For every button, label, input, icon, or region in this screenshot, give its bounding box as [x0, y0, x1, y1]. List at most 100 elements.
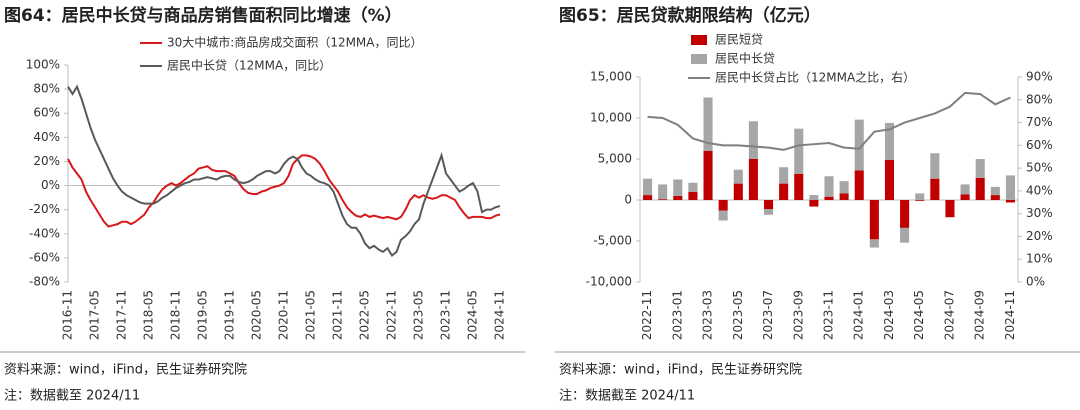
bar	[915, 200, 925, 201]
bar	[930, 153, 940, 179]
x-tick-label: 2024-05	[466, 290, 480, 340]
bar	[748, 159, 758, 200]
y2-tick-label: 40%	[1026, 183, 1053, 197]
bar	[960, 184, 970, 195]
bar	[658, 199, 668, 200]
x-tick-label: 2019-11	[223, 290, 237, 340]
bar	[763, 200, 774, 210]
bar	[1005, 175, 1015, 200]
x-tick-label: 2024-07	[942, 290, 956, 340]
bar	[869, 239, 879, 248]
x-tick-label: 2023-11	[822, 290, 836, 340]
bar	[794, 128, 804, 174]
x-tick-label: 2023-03	[701, 290, 715, 340]
y-tick-label: -80%	[29, 275, 60, 289]
bar	[733, 169, 743, 184]
date-note: 注：数据截至 2024/11	[559, 389, 695, 404]
y-tick-label: 60%	[33, 106, 60, 120]
y-tick-label: 10,000	[590, 111, 632, 125]
bar	[960, 194, 970, 200]
x-tick-label: 2024-09	[973, 290, 987, 340]
x-tick-label: 2021-11	[331, 290, 345, 340]
x-tick-label: 2022-11	[385, 290, 399, 340]
y-tick-label: 40%	[33, 130, 60, 144]
y2-tick-label: 30%	[1026, 206, 1053, 220]
bar	[839, 181, 849, 194]
bar	[748, 121, 758, 159]
x-tick-label: 2024-03	[882, 290, 896, 340]
y-tick-label: 100%	[26, 58, 60, 72]
y-tick-label: -10,000	[586, 275, 632, 289]
bar	[763, 209, 774, 215]
bar	[915, 193, 925, 200]
legend-swatch	[691, 54, 707, 64]
y2-tick-label: 20%	[1026, 229, 1053, 243]
bar	[824, 176, 834, 197]
chart-title: 图65：居民贷款期限结构（亿元）	[559, 5, 821, 26]
x-tick-label: 2023-05	[731, 290, 745, 340]
y-tick-label: 5,000	[598, 152, 632, 166]
legend-label: 30大中城市:商品房成交面积（12MMA，同比）	[167, 35, 423, 50]
y-tick-label: 0	[624, 193, 632, 207]
x-tick-label: 2024-01	[852, 290, 866, 340]
bar	[869, 200, 879, 240]
y2-tick-label: 10%	[1026, 252, 1053, 266]
y-tick-label: -20%	[29, 202, 60, 216]
bar	[779, 167, 789, 184]
bar	[884, 159, 895, 200]
bar	[884, 122, 895, 160]
x-tick-label: 2023-09	[791, 290, 805, 340]
bar	[839, 193, 849, 200]
x-tick-label: 2016-11	[61, 290, 75, 340]
bar	[673, 179, 683, 196]
bar	[824, 196, 834, 200]
legend-label: 居民中长贷	[715, 51, 775, 66]
bar	[658, 184, 668, 200]
bar	[733, 183, 743, 200]
series-line	[67, 154, 501, 228]
x-tick-label: 2023-01	[670, 290, 684, 340]
x-tick-label: 2021-05	[304, 290, 318, 340]
date-note: 注：数据截至 2024/11	[4, 389, 140, 404]
bar	[900, 200, 910, 228]
x-tick-label: 2023-05	[412, 290, 426, 340]
bar	[703, 150, 713, 200]
x-tick-label: 2020-05	[250, 290, 264, 340]
y-tick-label: -60%	[29, 250, 60, 264]
x-tick-label: 2022-11	[640, 290, 654, 340]
bar	[688, 191, 698, 200]
y2-tick-label: 60%	[1026, 138, 1053, 152]
y2-tick-label: 70%	[1026, 115, 1053, 129]
bar	[854, 119, 864, 171]
y-tick-label: 80%	[33, 82, 60, 96]
x-tick-label: 2022-05	[358, 290, 372, 340]
bar	[975, 159, 985, 178]
series-line	[67, 84, 501, 257]
legend-label: 居民短贷	[715, 33, 763, 47]
bar	[779, 183, 789, 200]
x-tick-label: 2018-05	[142, 290, 156, 340]
bar	[990, 186, 1000, 196]
bar	[809, 200, 819, 207]
x-tick-label: 2023-07	[761, 290, 775, 340]
bar	[900, 227, 910, 243]
x-tick-label: 2024-11	[1003, 290, 1017, 340]
y-tick-label: 20%	[33, 154, 60, 168]
bar	[703, 97, 713, 151]
bar	[794, 173, 804, 200]
bar	[1005, 200, 1015, 203]
x-tick-label: 2023-11	[439, 290, 453, 340]
x-tick-label: 2017-05	[88, 290, 102, 340]
series-line	[647, 91, 1011, 151]
y2-tick-label: 0%	[1026, 275, 1045, 289]
bar	[688, 182, 698, 192]
legend-label: 居民中长贷（12MMA，同比）	[167, 58, 331, 73]
legend-label: 居民中长贷占比（12MMA之比，右）	[715, 70, 915, 85]
bar	[854, 170, 864, 200]
bar	[930, 178, 940, 200]
source-note: 资料来源：wind，iFind，民生证券研究院	[4, 362, 247, 378]
bar	[990, 195, 1000, 200]
bar	[718, 210, 728, 221]
bar	[809, 195, 819, 200]
legend-swatch	[691, 35, 707, 45]
